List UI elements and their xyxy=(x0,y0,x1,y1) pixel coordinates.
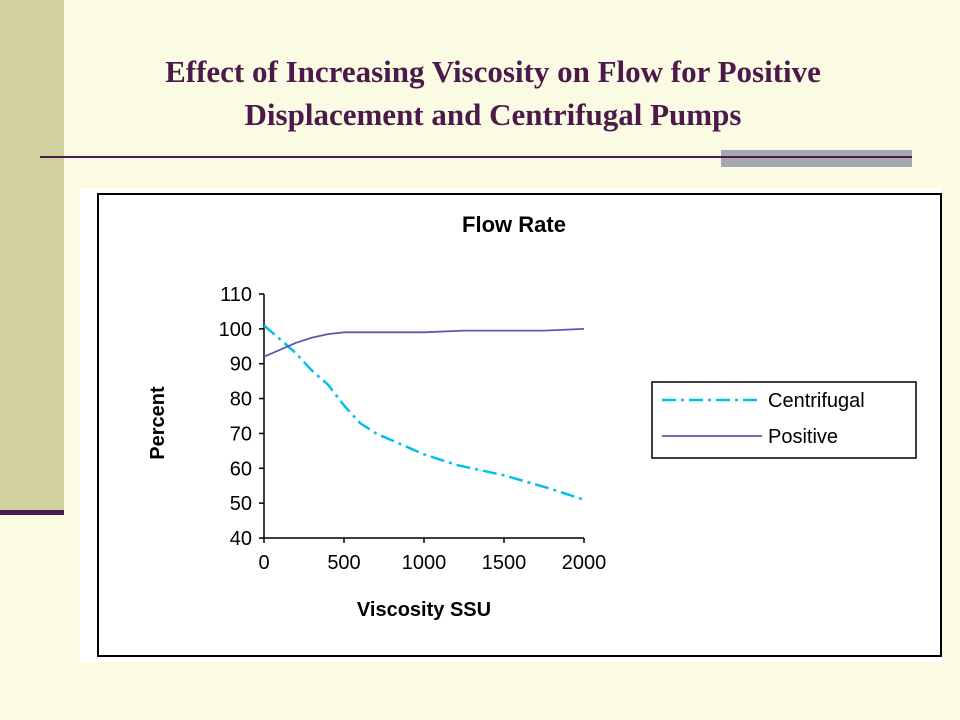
slide-title-line-1: Effect of Increasing Viscosity on Flow f… xyxy=(165,54,821,89)
chart-panel: Flow Rate Percent Viscosity SSU 40 50 60 70… xyxy=(80,188,942,662)
y-tick-label: 90 xyxy=(230,354,252,376)
left-band-rule xyxy=(0,510,64,515)
x-tick-label: 1000 xyxy=(402,552,447,574)
y-tick-label: 50 xyxy=(230,493,252,515)
y-tick-label: 80 xyxy=(230,389,252,411)
axes-layer: 40 50 60 70 80 90 100 110 0 500 1000 1500 2000 xyxy=(219,284,607,574)
legend-label-centrifugal: Centrifugal xyxy=(768,390,865,412)
y-tick-label: 70 xyxy=(230,423,252,445)
x-tick-label: 0 xyxy=(258,552,269,574)
slide-title-line-2: Displacement and Centrifugal Pumps xyxy=(244,97,742,132)
series-line-centrifugal xyxy=(263,324,585,501)
x-tick-label: 500 xyxy=(327,552,360,574)
chart-title: Flow Rate xyxy=(462,212,566,237)
y-axis-label: Percent xyxy=(147,386,169,460)
x-axis-label: Viscosity SSU xyxy=(357,599,491,621)
x-tick-label: 1500 xyxy=(482,552,527,574)
flow-rate-chart: Flow Rate Percent Viscosity SSU 40 50 60 70… xyxy=(97,193,942,657)
slide-title: Effect of Increasing Viscosity on Flow f… xyxy=(70,50,916,136)
x-tick-label: 2000 xyxy=(562,552,607,574)
legend: Centrifugal Positive xyxy=(651,381,917,459)
series-line-positive xyxy=(263,328,585,358)
legend-box xyxy=(651,381,917,459)
title-accent-bar xyxy=(721,150,912,167)
left-decorative-band xyxy=(0,0,64,512)
legend-label-positive: Positive xyxy=(768,426,838,448)
title-accent-underline xyxy=(721,156,912,158)
y-tick-label: 60 xyxy=(230,458,252,480)
series-layer xyxy=(263,324,585,501)
y-tick-label: 40 xyxy=(230,528,252,550)
y-tick-label: 110 xyxy=(220,284,252,306)
title-underline xyxy=(40,156,912,158)
y-tick-label: 100 xyxy=(219,319,252,341)
